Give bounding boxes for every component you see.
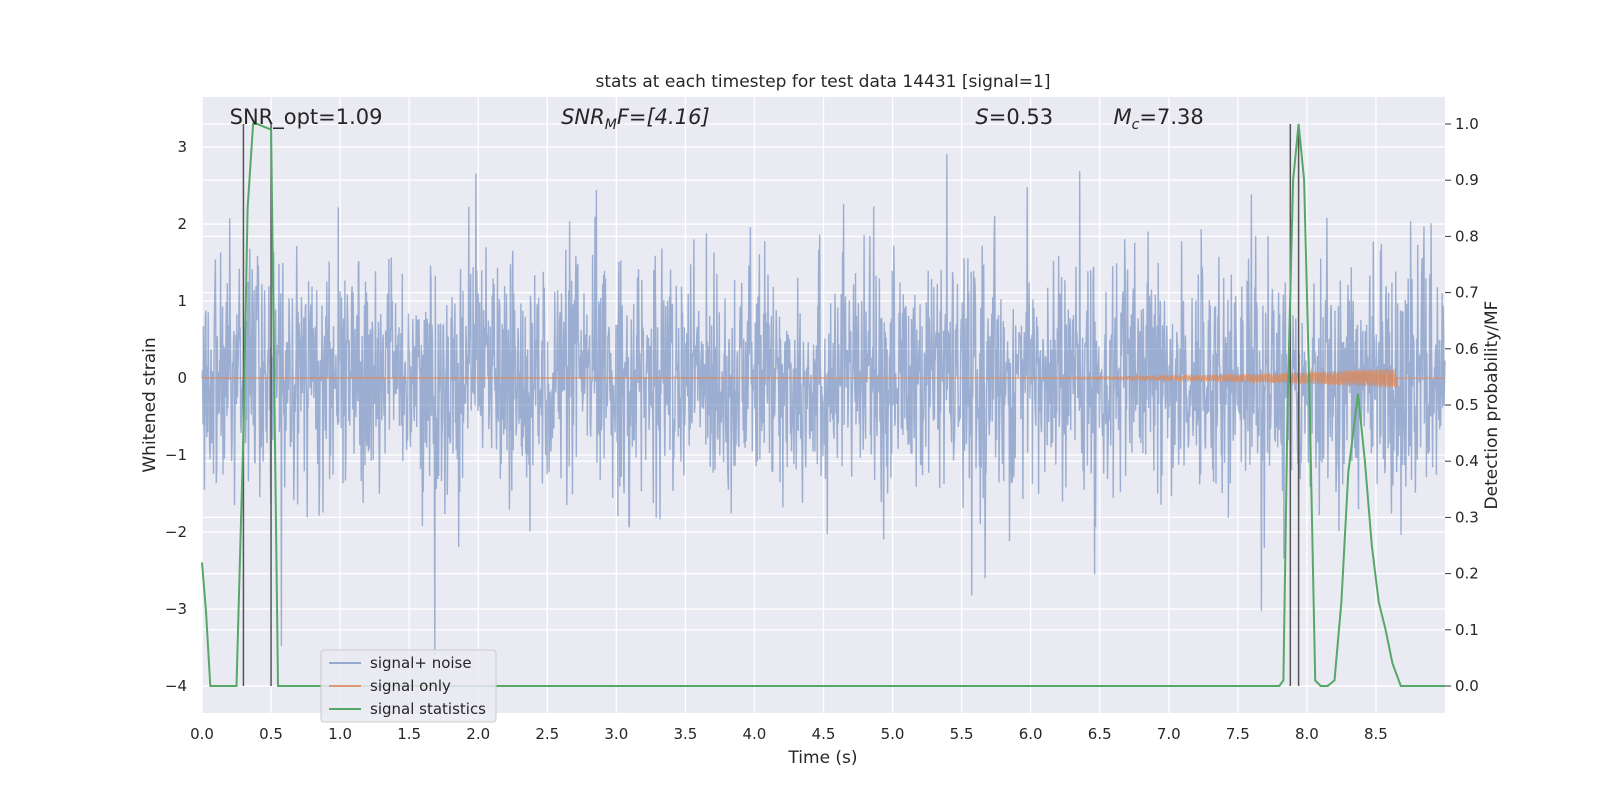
x-tick-label: 5.0 — [881, 725, 905, 743]
signal-statistics-line — [201, 123, 1445, 687]
y2-axis-label: Detection probability/MF — [1482, 301, 1502, 510]
y-tick-label: −4 — [165, 677, 187, 695]
x-tick-label: 4.0 — [743, 725, 767, 743]
legend-box — [320, 649, 497, 723]
x-tick-label: 3.5 — [673, 725, 697, 743]
x-tick-label: 0.0 — [190, 725, 214, 743]
x-tick-label: 5.5 — [950, 725, 974, 743]
x-tick-label: 6.0 — [1019, 725, 1043, 743]
y2-tick-label: 0.5 — [1455, 396, 1479, 414]
y2-tick-labels: 1.0 0.9 0.8 0.7 0.6 0.5 0.4 0.3 0.2 0.1 0.0 — [1445, 115, 1479, 695]
x-tick-label: 1.0 — [328, 725, 352, 743]
y2-tick-label: 0.7 — [1455, 284, 1479, 302]
y-tick-label: −3 — [165, 600, 187, 618]
y2-tick-label: 0.6 — [1455, 340, 1479, 358]
x-tick-label: 8.0 — [1295, 725, 1319, 743]
x-tick-label: 4.5 — [812, 725, 836, 743]
y2-tick-label: 0.3 — [1455, 508, 1479, 526]
series-signal-statistics — [201, 123, 1445, 687]
annotation-text: SNRMF=[4.16] — [561, 105, 710, 133]
y-tick-label: 1 — [177, 292, 187, 310]
signal-only-line — [823, 368, 1445, 389]
y2-tick-label: 0.2 — [1455, 565, 1479, 583]
annotation-text: Mc=7.38 — [1114, 105, 1204, 133]
x-tick-label: 2.0 — [466, 725, 490, 743]
x-tick-label: 7.5 — [1226, 725, 1250, 743]
legend-label-signal-noise: signal+ noise — [370, 654, 472, 672]
x-tick-label: 3.0 — [604, 725, 628, 743]
series-signal-only — [202, 368, 1445, 389]
y2-tick-label: 0.8 — [1455, 227, 1479, 245]
legend-label-signal-only: signal only — [370, 677, 451, 695]
legend: signal+ noise signal only signal statist… — [320, 649, 497, 723]
chart-title: stats at each timestep for test data 144… — [596, 72, 1051, 92]
y2-tick-label: 0.0 — [1455, 677, 1479, 695]
x-tick-label: 0.5 — [259, 725, 283, 743]
annotation-text: S=0.53 — [975, 105, 1053, 129]
x-tick-label: 8.5 — [1364, 725, 1388, 743]
y2-tick-label: 0.1 — [1455, 621, 1479, 639]
y-tick-labels: 3 2 1 0 −1 −2 −3 −4 — [165, 138, 187, 695]
x-tick-label: 6.5 — [1088, 725, 1112, 743]
annotation-text: SNR_opt=1.09 — [230, 105, 383, 130]
y2-tick-label: 1.0 — [1455, 115, 1479, 133]
y-tick-label: 2 — [177, 215, 187, 233]
annotations: SNR_opt=1.09 SNRMF=[4.16] S=0.53 Mc=7.38 — [230, 105, 1204, 133]
x-tick-label: 7.0 — [1157, 725, 1181, 743]
x-axis-label: Time (s) — [787, 748, 857, 768]
y2-tick-label: 0.4 — [1455, 452, 1479, 470]
y-axis-label: Whitened strain — [140, 337, 160, 472]
y2-tick-label: 0.9 — [1455, 171, 1479, 189]
y-tick-label: 0 — [177, 369, 187, 387]
x-tick-label: 1.5 — [397, 725, 421, 743]
x-tick-labels: 0.0 0.5 1.0 1.5 2.0 2.5 3.0 3.5 4.0 4.5 5.0 5.5 6.0 6… — [190, 725, 1388, 743]
x-tick-label: 2.5 — [535, 725, 559, 743]
y-tick-label: 3 — [177, 138, 187, 156]
legend-label-signal-statistics: signal statistics — [370, 700, 486, 718]
y-tick-label: −2 — [165, 523, 187, 541]
y-tick-label: −1 — [165, 446, 187, 464]
